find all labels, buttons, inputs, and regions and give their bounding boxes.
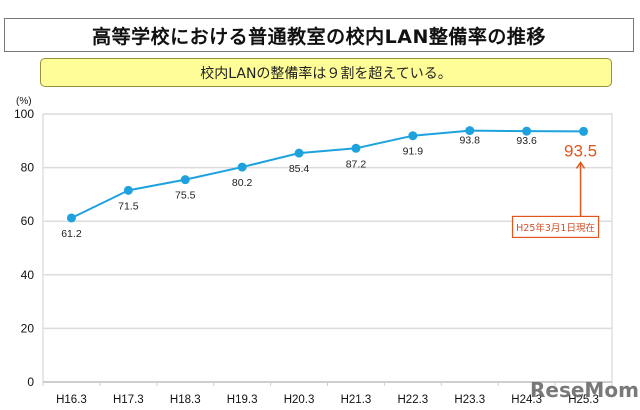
data-label: 61.2 (61, 228, 82, 240)
series-line-group (66, 126, 589, 223)
y-tick-label: 0 (27, 375, 34, 389)
x-tick-label: H24.3 (511, 394, 542, 406)
data-point (237, 162, 247, 172)
data-point (579, 126, 589, 136)
y-axis-ticks: 0 20 40 60 80 100 (14, 107, 34, 389)
data-point (294, 148, 304, 158)
x-tick-label: H22.3 (398, 394, 429, 406)
chart-title-box: 高等学校における普通教室の校内LAN整備率の推移 (4, 18, 634, 52)
data-point (351, 143, 361, 153)
annotation-group: 93.5 H25年3月1日現在 (511, 141, 600, 239)
x-tick-label: H20.3 (284, 394, 315, 406)
data-point (123, 185, 133, 195)
data-label: 85.4 (289, 163, 310, 175)
data-point (522, 126, 532, 136)
x-axis-ticks: H16.3 H17.3 H18.3 H19.3 H20.3 H21.3 H22.3 H23.3… (56, 394, 599, 406)
data-label: 91.9 (403, 146, 424, 158)
x-tick-label: H19.3 (227, 394, 258, 406)
y-tick-label: 60 (21, 214, 35, 228)
annotation-note-box (511, 215, 600, 239)
highlight-value-label: 93.5 (564, 141, 597, 160)
x-tick-label: H16.3 (56, 394, 87, 406)
series-line (71, 129, 584, 219)
arrow-up-icon (575, 161, 586, 169)
data-point (465, 126, 475, 136)
x-tick-label: H17.3 (113, 394, 144, 406)
x-tick-label: H18.3 (170, 394, 201, 406)
data-label: 87.2 (346, 158, 367, 170)
chart-title: 高等学校における普通教室の校内LAN整備率の推移 (92, 25, 546, 48)
x-tick-label: H21.3 (341, 394, 372, 406)
data-label: 75.5 (175, 190, 196, 202)
annotation-note-text: H25年3月1日現在 (516, 222, 595, 234)
chart-subtitle-box: 校内LANの整備率は９割を超えている。 (40, 58, 612, 87)
watermark-logo: ReseMom (530, 378, 639, 402)
data-label: 80.2 (232, 177, 253, 189)
data-label: 93.6 (516, 135, 537, 147)
gridlines (42, 113, 613, 386)
x-tick-label: H23.3 (454, 394, 485, 406)
data-point (66, 213, 76, 223)
data-labels: 61.2 71.5 75.5 80.2 85.4 87.2 91.9 93.8 93.6 (61, 135, 537, 240)
y-tick-label: 20 (21, 321, 35, 335)
y-tick-label: 40 (21, 268, 35, 282)
data-label: 71.5 (118, 200, 139, 212)
data-point (408, 131, 418, 141)
data-label: 93.8 (460, 135, 481, 147)
plot-frame (42, 113, 613, 383)
y-tick-label: 80 (21, 161, 35, 175)
data-point (180, 175, 190, 185)
y-tick-label: 100 (14, 107, 34, 121)
x-tick-label: H25.3 (568, 394, 599, 406)
y-axis-unit-label: (%) (16, 96, 32, 107)
chart-subtitle: 校内LANの整備率は９割を超えている。 (200, 65, 452, 82)
